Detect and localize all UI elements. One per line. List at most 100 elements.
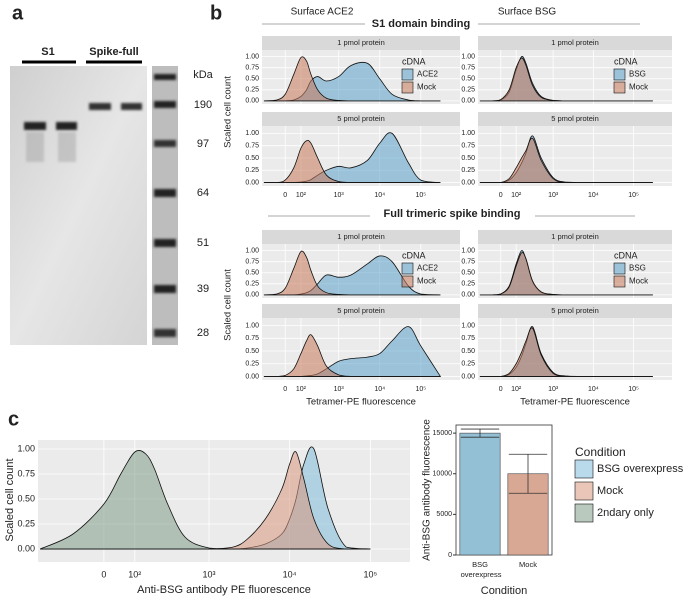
x-tick-label: Mock <box>519 560 537 569</box>
y-tick-label: 0.50 <box>461 348 475 355</box>
x-tick-label: 10⁴ <box>283 569 297 579</box>
y-tick-label: 0.75 <box>245 259 259 266</box>
band <box>154 329 176 337</box>
y-tick-label: 0.25 <box>245 281 259 288</box>
x-tick-label: 10⁵ <box>363 569 377 579</box>
x-tick-label: 10⁵ <box>415 386 426 393</box>
legend-label: Mock <box>629 83 649 92</box>
y-axis-label: Anti-BSG antibody fluorescence <box>422 419 433 561</box>
row-title: S1 domain binding <box>372 18 470 30</box>
y-tick-label: 0.50 <box>461 76 475 83</box>
legend-key <box>401 262 414 275</box>
facet-label: 1 pmol protein <box>337 232 385 241</box>
lane-label: Spike-full <box>89 46 139 58</box>
facet-strip <box>478 230 672 244</box>
legend-label: BSG overexpress <box>597 463 684 475</box>
y-tick-label: 0.25 <box>461 167 475 174</box>
x-tick-label: 0 <box>283 386 287 393</box>
density-area <box>479 57 653 102</box>
legend-title: cDNA <box>614 250 638 260</box>
x-tick-label: 10⁴ <box>374 192 385 199</box>
legend-key <box>401 275 414 288</box>
legend-key <box>613 275 626 288</box>
legend-label: BSG <box>629 264 646 273</box>
y-tick-label: 0.75 <box>461 65 475 72</box>
y-tick-label: 1.00 <box>245 53 259 60</box>
x-tick-label: 10² <box>511 386 522 393</box>
band <box>154 239 176 247</box>
density-area <box>263 250 441 296</box>
y-tick-label: 10000 <box>433 471 453 478</box>
density-area <box>479 327 653 377</box>
y-tick-label: 5000 <box>436 511 452 518</box>
y-tick-label: 0.50 <box>245 76 259 83</box>
legend-label: Mock <box>597 485 624 497</box>
y-tick-label: 0 <box>448 552 452 559</box>
facet-label: 1 pmol protein <box>551 232 599 241</box>
density-area <box>479 252 653 296</box>
y-tick-label: 0.00 <box>461 373 475 380</box>
y-tick-label: 0.75 <box>17 468 35 478</box>
x-tick-label: 10² <box>296 192 307 199</box>
legend-label: Mock <box>417 83 437 92</box>
y-tick-label: 0.75 <box>245 335 259 342</box>
legend-key <box>574 503 594 523</box>
band <box>154 101 176 108</box>
density-area <box>263 56 441 102</box>
facet-strip <box>262 304 460 318</box>
legend-label: 2ndary only <box>597 507 654 519</box>
legend-title: cDNA <box>402 56 426 66</box>
band <box>56 122 77 130</box>
y-tick-label: 0.25 <box>245 167 259 174</box>
density-area <box>479 137 653 183</box>
legend-key <box>613 81 626 94</box>
marker-unit: kDa <box>193 69 213 81</box>
x-tick-label: 10² <box>296 386 307 393</box>
y-tick-label: 0.00 <box>461 98 475 105</box>
x-tick-label: 10³ <box>334 192 345 199</box>
panel-label: a <box>12 2 24 24</box>
y-tick-label: 0.75 <box>461 259 475 266</box>
y-tick-label: 0.50 <box>461 155 475 162</box>
y-tick-label: 0.50 <box>245 348 259 355</box>
facet-strip <box>262 230 460 244</box>
legend-label: BSG <box>629 70 646 79</box>
y-tick-label: 1.00 <box>461 247 475 254</box>
y-tick-label: 0.00 <box>245 292 259 299</box>
row-title: Full trimeric spike binding <box>384 208 521 220</box>
y-tick-label: 0.25 <box>461 87 475 94</box>
y-tick-label: 0.25 <box>461 361 475 368</box>
x-tick-label: 10⁴ <box>588 386 599 393</box>
y-tick-label: 1.00 <box>245 322 259 329</box>
y-axis-label: Scaled cell count <box>4 458 16 541</box>
x-tick-label: 10² <box>128 569 141 579</box>
x-axis-label: Condition <box>481 585 527 597</box>
facet-strip <box>478 36 672 50</box>
x-tick-label: 10⁵ <box>628 386 639 393</box>
x-tick-label: 10³ <box>548 386 559 393</box>
facet-strip <box>262 36 460 50</box>
y-tick-label: 1.00 <box>17 443 35 453</box>
y-tick-label: 0.75 <box>461 335 475 342</box>
marker-label: 64 <box>197 187 209 199</box>
legend-key <box>613 262 626 275</box>
facet-label: 5 pmol protein <box>337 306 385 315</box>
marker-label: 190 <box>194 99 212 111</box>
y-tick-label: 1.00 <box>245 130 259 137</box>
band <box>89 103 111 110</box>
marker-label: 39 <box>197 283 209 295</box>
legend-key <box>401 81 414 94</box>
x-tick-label: 10³ <box>202 569 215 579</box>
facet-strip <box>262 112 460 126</box>
band <box>154 140 176 147</box>
y-tick-label: 0.25 <box>245 361 259 368</box>
y-tick-label: 1.00 <box>245 247 259 254</box>
legend-key <box>574 481 594 501</box>
marker-label: 97 <box>197 138 209 150</box>
density-area <box>263 139 441 183</box>
legend-label: Mock <box>417 277 437 286</box>
band <box>154 74 176 80</box>
facet-label: 5 pmol protein <box>551 306 599 315</box>
legend-label: ACE2 <box>417 70 438 79</box>
